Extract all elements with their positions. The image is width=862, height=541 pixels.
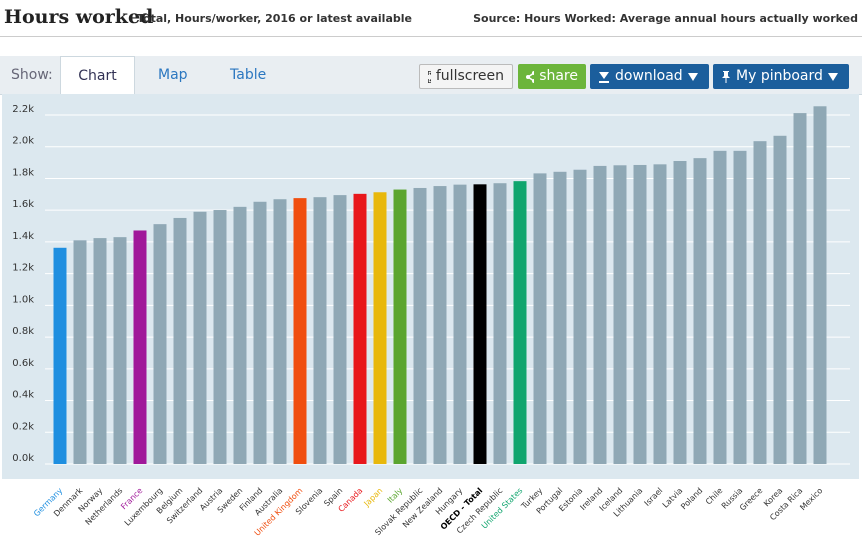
bar bbox=[253, 201, 267, 464]
bar bbox=[573, 169, 587, 464]
y-tick-label: 1.6k bbox=[12, 199, 34, 210]
bar bbox=[653, 164, 667, 464]
chart-title: Hours worked bbox=[4, 6, 154, 28]
bar bbox=[733, 150, 747, 465]
bar bbox=[93, 238, 107, 464]
bar bbox=[333, 195, 347, 464]
y-tick-label: 1.8k bbox=[12, 167, 34, 178]
icon bbox=[687, 72, 698, 81]
bar bbox=[473, 184, 487, 464]
button-label: download bbox=[615, 68, 683, 84]
fullscreen-button[interactable]: fullscreen bbox=[419, 64, 513, 89]
tab[interactable]: Table bbox=[230, 67, 267, 83]
share-button[interactable]: share bbox=[518, 64, 586, 89]
bar bbox=[633, 164, 647, 464]
bar bbox=[53, 247, 67, 464]
chart: 0.0k 0.2k 0.4k 0.6k 0.8k 1.0k 1.2k 1.4k 1.6k 1.8k… bbox=[2, 94, 859, 538]
x-tick-label: Japan bbox=[362, 486, 385, 509]
y-tick-label: 2.0k bbox=[12, 136, 34, 147]
icon bbox=[722, 70, 730, 83]
bar bbox=[593, 165, 607, 464]
download-button[interactable]: download bbox=[590, 64, 709, 89]
bar bbox=[153, 224, 167, 464]
pinboard-button[interactable]: My pinboard bbox=[713, 64, 849, 89]
bar bbox=[713, 150, 727, 465]
show-label: Show: bbox=[11, 67, 53, 83]
y-tick-label: 0.6k bbox=[12, 358, 34, 369]
bar bbox=[413, 187, 427, 464]
bar bbox=[273, 199, 287, 464]
y-tick-label: 1.0k bbox=[12, 294, 34, 305]
subtitle: Total, Hours/worker, 2016 or latest avai… bbox=[137, 12, 412, 25]
bar bbox=[453, 184, 467, 464]
bar bbox=[113, 237, 127, 464]
y-tick-label: 1.4k bbox=[12, 231, 34, 242]
bar bbox=[373, 192, 387, 464]
icon bbox=[827, 72, 838, 81]
button-label: share bbox=[539, 68, 578, 84]
tab[interactable]: Chart bbox=[60, 56, 135, 96]
y-tick-label: 1.2k bbox=[12, 263, 34, 274]
bar bbox=[693, 158, 707, 464]
bar bbox=[73, 240, 87, 464]
bar bbox=[213, 210, 227, 464]
bar bbox=[313, 197, 327, 464]
bar bbox=[753, 141, 767, 465]
y-tick-label: 0.0k bbox=[12, 453, 34, 464]
x-tick-label: Poland bbox=[679, 486, 704, 511]
bar bbox=[533, 173, 547, 464]
bar bbox=[513, 181, 527, 464]
bar bbox=[233, 206, 247, 464]
button-label: fullscreen bbox=[435, 68, 504, 84]
bar bbox=[133, 230, 147, 464]
icon bbox=[599, 71, 609, 83]
bar bbox=[353, 193, 367, 464]
y-tick-label: 0.8k bbox=[12, 326, 34, 337]
bar bbox=[793, 113, 807, 464]
icon bbox=[526, 70, 535, 83]
bar bbox=[493, 183, 507, 465]
button-label: My pinboard bbox=[736, 68, 823, 84]
toolbar: Show: Chart Map Table fullscreen share d… bbox=[0, 56, 862, 96]
x-tick-label: Mexico bbox=[798, 486, 824, 512]
bar bbox=[673, 161, 687, 464]
bar bbox=[393, 189, 407, 464]
bar bbox=[173, 217, 187, 464]
bar bbox=[433, 186, 447, 464]
source: Source: Hours Worked: Average annual hou… bbox=[473, 12, 858, 25]
bar bbox=[193, 211, 207, 464]
plot-background bbox=[2, 94, 859, 479]
y-tick-label: 2.2k bbox=[12, 104, 34, 115]
bar bbox=[613, 165, 627, 464]
bar bbox=[553, 171, 567, 464]
header: Hours worked Total, Hours/worker, 2016 o… bbox=[0, 0, 862, 37]
bar bbox=[293, 198, 307, 464]
icon bbox=[428, 70, 431, 83]
bar bbox=[813, 106, 827, 465]
y-tick-label: 0.2k bbox=[12, 421, 34, 432]
bar bbox=[773, 135, 787, 464]
tab[interactable]: Map bbox=[158, 67, 188, 83]
y-tick-label: 0.4k bbox=[12, 390, 34, 401]
